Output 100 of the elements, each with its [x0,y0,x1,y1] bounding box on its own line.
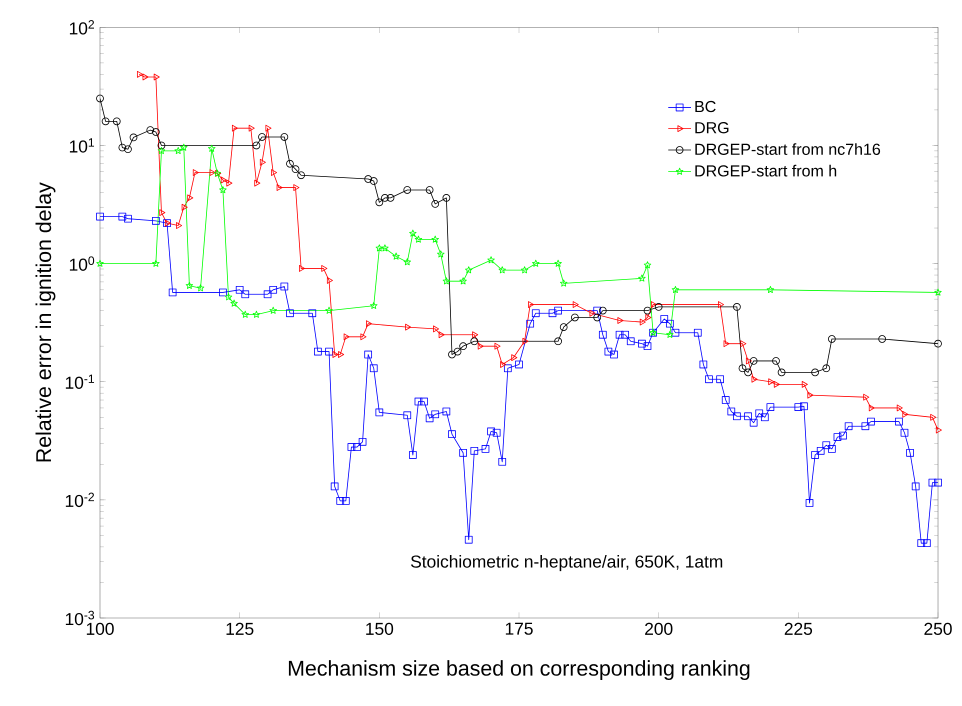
point [414,236,422,243]
point [878,335,886,343]
point [426,186,434,194]
point [254,180,260,187]
point [403,186,412,194]
point [224,293,232,300]
point [522,338,528,345]
point [560,323,568,331]
point [554,260,562,267]
point [187,194,194,202]
point [158,142,166,150]
point [186,282,194,289]
point [146,126,154,134]
point [733,303,741,311]
point [500,361,506,368]
point [265,124,272,132]
point [617,317,624,324]
point [811,368,819,376]
point [280,133,288,141]
point [433,326,440,332]
point [366,320,372,328]
point [822,364,830,372]
y-tick-label: 10$^{1}$ [70,138,94,153]
point [297,171,305,180]
point [465,266,472,274]
point [182,204,188,211]
point [292,165,300,174]
point [375,198,384,206]
point [96,260,104,267]
point [112,117,121,126]
point [487,256,495,264]
point [511,354,518,362]
point [180,144,188,151]
point [528,301,534,308]
point [498,266,506,274]
point [370,302,378,309]
point [102,117,110,126]
point [896,404,903,412]
point [242,310,249,318]
x-tick-label: 200 [645,622,672,635]
point [405,324,412,331]
point [364,175,372,183]
point [554,337,562,346]
point [828,335,836,343]
point [432,236,439,243]
point [572,301,579,308]
point [332,351,339,358]
point [644,261,652,268]
point [124,145,132,154]
point [118,144,126,152]
point [930,414,936,421]
point [438,331,445,338]
point [286,160,294,168]
point [744,368,752,376]
point [520,266,528,274]
y-tick-label: 10$^{0}$ [70,256,94,271]
point [325,306,333,314]
point [802,380,808,388]
point [220,176,227,184]
point [638,274,646,282]
point [454,348,462,356]
point [738,364,746,372]
point [293,184,300,191]
legend-label: BC [695,100,716,112]
point [154,74,160,80]
point [159,209,166,216]
point [666,330,674,338]
point [431,200,440,208]
legend-label: DRGEP-start from h [695,164,836,177]
x-tick-label: 150 [366,622,394,635]
point [174,147,182,154]
point [392,252,400,260]
point [442,277,450,284]
point [344,333,350,340]
point [934,288,942,296]
point [752,376,758,383]
point [381,244,389,252]
x-tick-label: 175 [506,622,533,635]
point [868,404,875,412]
point [96,94,104,102]
point [360,333,366,340]
legend-label: DRG [695,122,728,134]
y-tick-label: 10$^{-1}$ [66,374,94,389]
point [142,74,149,80]
point [470,337,478,346]
point [746,358,752,364]
point [593,314,602,322]
legend-label: DRGEP-start from nc7h16 [695,143,880,155]
point [532,260,540,267]
y-axis-title: Relative error in ignition delay [36,182,56,462]
point [192,169,199,176]
point [718,301,724,308]
point [650,301,657,308]
point [774,380,780,388]
point [208,144,216,152]
x-tick-label: 225 [784,622,812,635]
point [863,394,870,401]
point [442,194,450,202]
point [778,368,786,376]
point [152,128,160,136]
